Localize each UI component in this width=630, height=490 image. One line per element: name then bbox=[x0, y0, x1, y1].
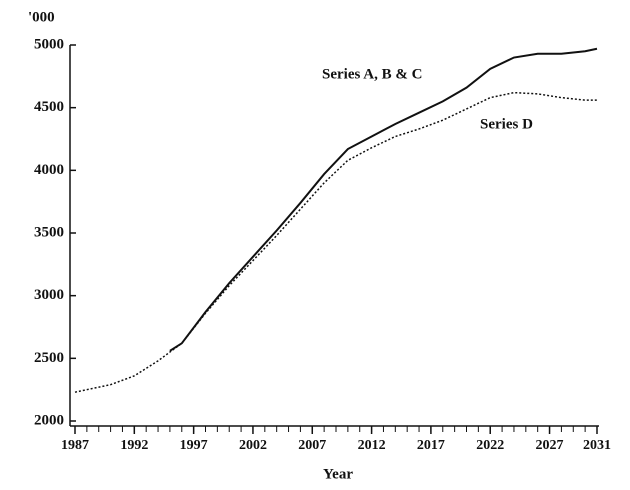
series-line bbox=[169, 47, 598, 352]
y-tick-label: 4500 bbox=[34, 99, 64, 115]
x-axis-label: Year bbox=[323, 466, 353, 482]
series-line bbox=[74, 91, 597, 393]
x-tick-label: 1997 bbox=[180, 438, 208, 453]
x-tick-label: 2022 bbox=[476, 438, 504, 453]
series-label: Series A, B & C bbox=[322, 66, 422, 82]
y-tick-label: 2000 bbox=[34, 412, 64, 428]
y-axis-label: '000 bbox=[28, 9, 55, 25]
x-tick-label: 2007 bbox=[298, 438, 326, 453]
x-tick-label: 2012 bbox=[358, 438, 386, 453]
x-tick-label: 2017 bbox=[417, 438, 445, 453]
series-label: Series D bbox=[480, 116, 533, 132]
x-tick-label: 2031 bbox=[583, 438, 611, 453]
y-tick-label: 4000 bbox=[34, 162, 64, 178]
x-tick-label: 1987 bbox=[61, 438, 89, 453]
y-tick-label: 3000 bbox=[34, 287, 64, 303]
x-tick-label: 1992 bbox=[120, 438, 148, 453]
y-tick-label: 2500 bbox=[34, 350, 64, 366]
x-tick-label: 2027 bbox=[536, 438, 564, 453]
x-tick-label: 2002 bbox=[239, 438, 267, 453]
y-tick-label: 5000 bbox=[34, 36, 64, 52]
y-tick-label: 3500 bbox=[34, 224, 64, 240]
